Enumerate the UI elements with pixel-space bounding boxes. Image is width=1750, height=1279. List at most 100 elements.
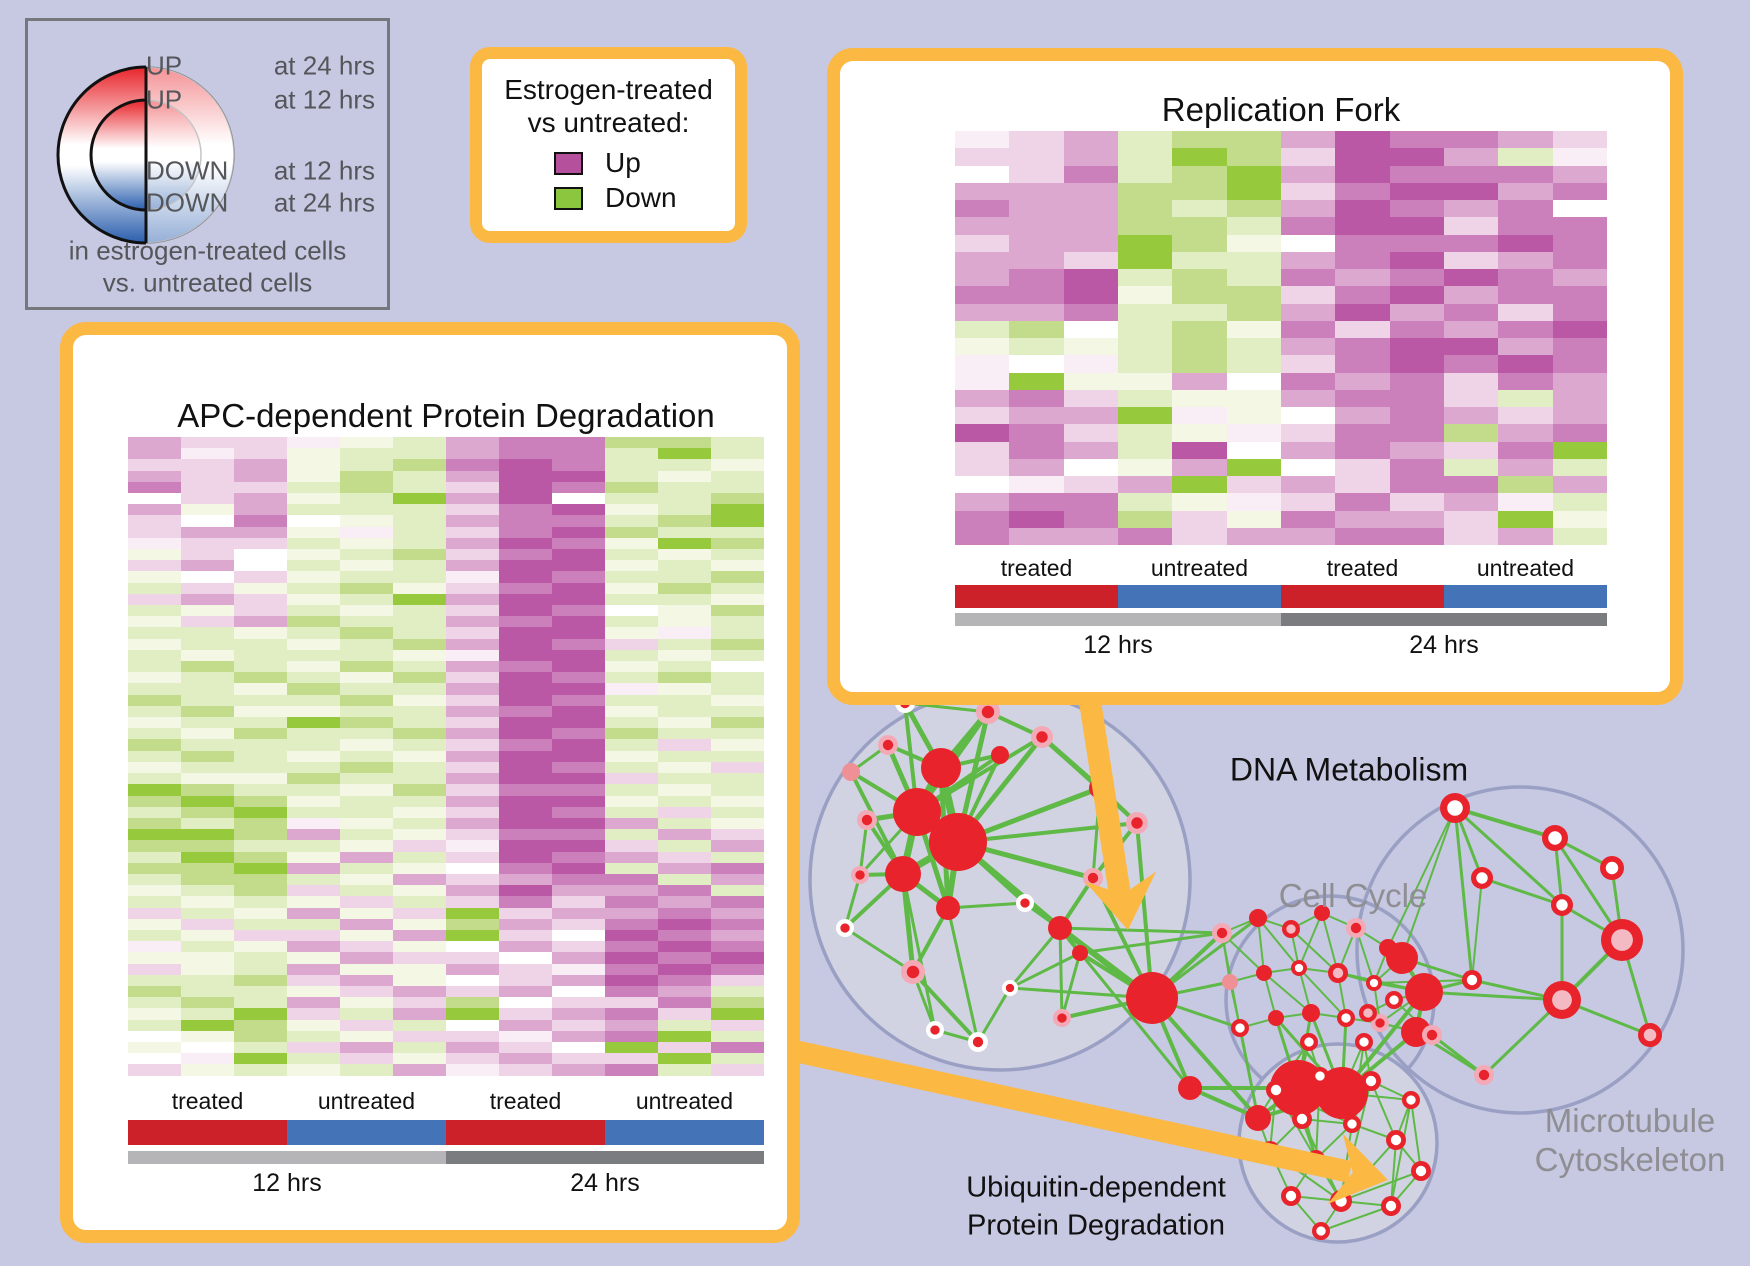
heat-cell	[1226, 217, 1281, 235]
heatmap-row	[128, 571, 764, 583]
heat-cell	[1117, 338, 1173, 356]
heat-cell	[955, 182, 1010, 200]
heat-cell	[658, 929, 711, 942]
heat-cell	[128, 605, 181, 617]
heat-cell	[552, 1053, 605, 1065]
heat-cell	[1280, 407, 1336, 425]
heat-cell	[1389, 458, 1444, 476]
heat-cell	[552, 773, 605, 785]
heat-cell	[181, 1053, 234, 1065]
heat-cell	[287, 616, 340, 628]
heat-cell	[287, 829, 340, 841]
heat-cell	[552, 582, 605, 594]
heat-cell	[955, 389, 1010, 407]
heat-cell	[234, 929, 287, 942]
heat-cell	[287, 817, 340, 830]
heat-cell	[1498, 165, 1553, 183]
heat-cell	[658, 829, 711, 841]
heat-cell	[287, 661, 340, 673]
heat-cell	[1226, 338, 1281, 356]
heat-cell	[287, 560, 340, 572]
gene-node-center	[1369, 978, 1379, 988]
network-edge	[911, 906, 950, 974]
heat-cell	[393, 705, 446, 718]
heat-cell	[1009, 131, 1064, 149]
heat-cell	[605, 1019, 658, 1031]
heat-cell	[1009, 286, 1064, 304]
heat-cell	[234, 773, 287, 785]
untreated-bar-segment	[287, 1120, 446, 1145]
heat-cell	[393, 862, 446, 874]
heatmap-row	[128, 437, 764, 449]
heat-cell	[1063, 458, 1118, 476]
heat-cell	[711, 504, 764, 516]
heat-cell	[1226, 182, 1281, 200]
heat-cell	[393, 1008, 446, 1020]
gene-node-center	[1341, 1013, 1351, 1023]
heat-cell	[499, 627, 552, 639]
heatmap-row	[128, 829, 764, 841]
heat-cell	[287, 537, 340, 550]
heat-cell	[287, 885, 340, 897]
heat-cell	[446, 1053, 499, 1065]
heat-cell	[128, 1053, 181, 1065]
heat-cell	[499, 750, 552, 762]
heat-cell	[340, 493, 393, 505]
heat-cell	[499, 470, 552, 482]
heat-cell	[605, 560, 658, 572]
heat-cell	[1552, 148, 1607, 166]
heat-cell	[340, 985, 393, 998]
heat-cell	[234, 728, 287, 740]
heat-cell	[340, 728, 393, 740]
heatmap-row	[128, 739, 764, 751]
heat-cell	[181, 593, 234, 606]
heat-cell	[711, 683, 764, 695]
heat-cell	[605, 941, 658, 953]
heat-cell	[1226, 251, 1281, 269]
heat-cell	[234, 840, 287, 852]
heat-cell	[1498, 148, 1553, 166]
heat-cell	[340, 806, 393, 818]
heat-cell	[446, 750, 499, 762]
heat-cell	[711, 661, 764, 673]
heat-cell	[1389, 182, 1444, 200]
heat-cell	[287, 907, 340, 919]
heat-cell	[340, 448, 393, 460]
heat-cell	[552, 661, 605, 673]
heat-cell	[499, 1030, 552, 1042]
heat-cell	[393, 817, 446, 830]
heatmap-row	[128, 1041, 764, 1054]
heat-cell	[1280, 493, 1336, 511]
heat-cell	[711, 784, 764, 796]
heat-cell	[499, 739, 552, 751]
heat-cell	[955, 251, 1010, 269]
heat-cell	[340, 526, 393, 538]
heat-cell	[711, 437, 764, 449]
heat-cell	[711, 448, 764, 460]
heat-cell	[287, 593, 340, 606]
heat-cell	[181, 437, 234, 449]
network-edge	[976, 986, 1012, 1044]
heat-cell	[605, 694, 658, 706]
heat-cell	[552, 974, 605, 986]
heat-cell	[446, 661, 499, 673]
heatmap-row	[128, 1064, 764, 1076]
heat-cell	[181, 470, 234, 482]
heat-cell	[1443, 493, 1499, 511]
heat-cell	[181, 1064, 234, 1076]
heat-cell	[234, 1053, 287, 1065]
heat-cell	[711, 470, 764, 482]
heat-cell	[234, 885, 287, 897]
heat-cell	[128, 571, 181, 583]
heat-cell	[658, 537, 711, 550]
heat-cell	[1498, 269, 1553, 287]
heat-cell	[552, 493, 605, 505]
heat-cell	[446, 795, 499, 807]
heatmap-row	[128, 885, 764, 897]
network-edge	[1008, 951, 1082, 990]
heat-cell	[605, 717, 658, 729]
gene-node-solid	[1048, 916, 1072, 940]
heat-cell	[658, 1053, 711, 1065]
heat-cell	[499, 1053, 552, 1065]
